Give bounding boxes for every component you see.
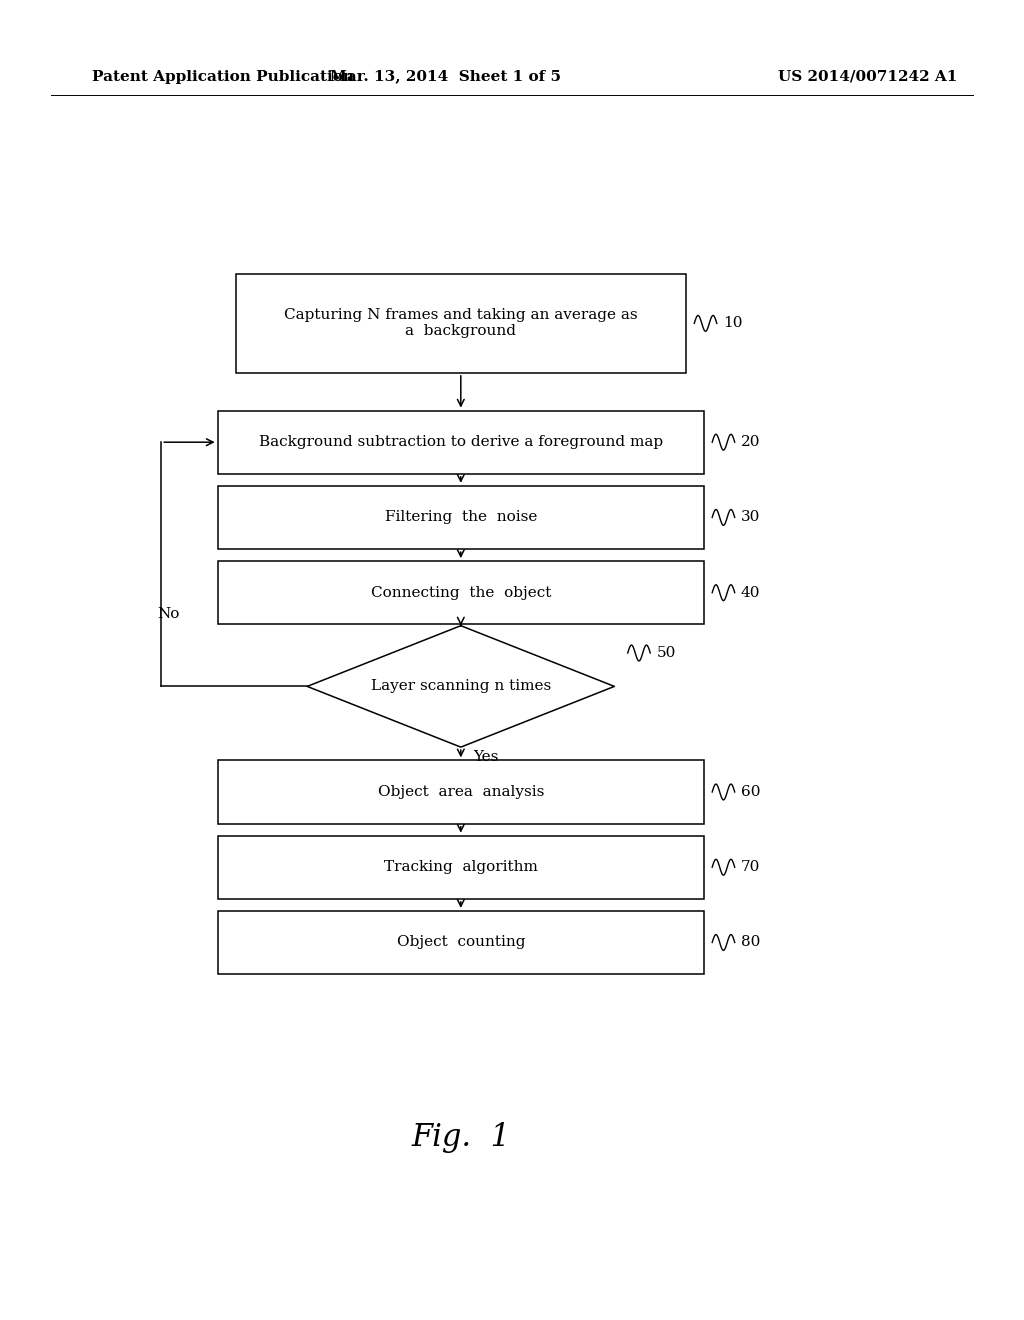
Text: 10: 10: [723, 317, 742, 330]
Text: 40: 40: [741, 586, 761, 599]
Text: 50: 50: [656, 645, 676, 660]
FancyBboxPatch shape: [218, 836, 705, 899]
Text: 60: 60: [741, 785, 761, 799]
Text: 20: 20: [741, 436, 761, 449]
Text: Object  area  analysis: Object area analysis: [378, 785, 544, 799]
FancyBboxPatch shape: [218, 411, 705, 474]
Text: 30: 30: [741, 511, 760, 524]
Text: Object  counting: Object counting: [396, 936, 525, 949]
Text: Layer scanning n times: Layer scanning n times: [371, 680, 551, 693]
FancyBboxPatch shape: [218, 760, 705, 824]
FancyBboxPatch shape: [218, 911, 705, 974]
Text: Connecting  the  object: Connecting the object: [371, 586, 551, 599]
FancyBboxPatch shape: [218, 486, 705, 549]
Text: Mar. 13, 2014  Sheet 1 of 5: Mar. 13, 2014 Sheet 1 of 5: [330, 70, 561, 83]
Text: 80: 80: [741, 936, 760, 949]
FancyBboxPatch shape: [236, 275, 686, 372]
Text: No: No: [157, 607, 179, 620]
Text: Background subtraction to derive a foreground map: Background subtraction to derive a foreg…: [259, 436, 663, 449]
Text: Yes: Yes: [474, 750, 499, 764]
Text: Fig.  1: Fig. 1: [412, 1122, 510, 1154]
Text: 70: 70: [741, 861, 760, 874]
Text: Capturing N frames and taking an average as
a  background: Capturing N frames and taking an average…: [284, 309, 638, 338]
FancyBboxPatch shape: [218, 561, 705, 624]
Text: Filtering  the  noise: Filtering the noise: [385, 511, 537, 524]
Text: Patent Application Publication: Patent Application Publication: [92, 70, 354, 83]
Text: US 2014/0071242 A1: US 2014/0071242 A1: [778, 70, 957, 83]
Text: Tracking  algorithm: Tracking algorithm: [384, 861, 538, 874]
